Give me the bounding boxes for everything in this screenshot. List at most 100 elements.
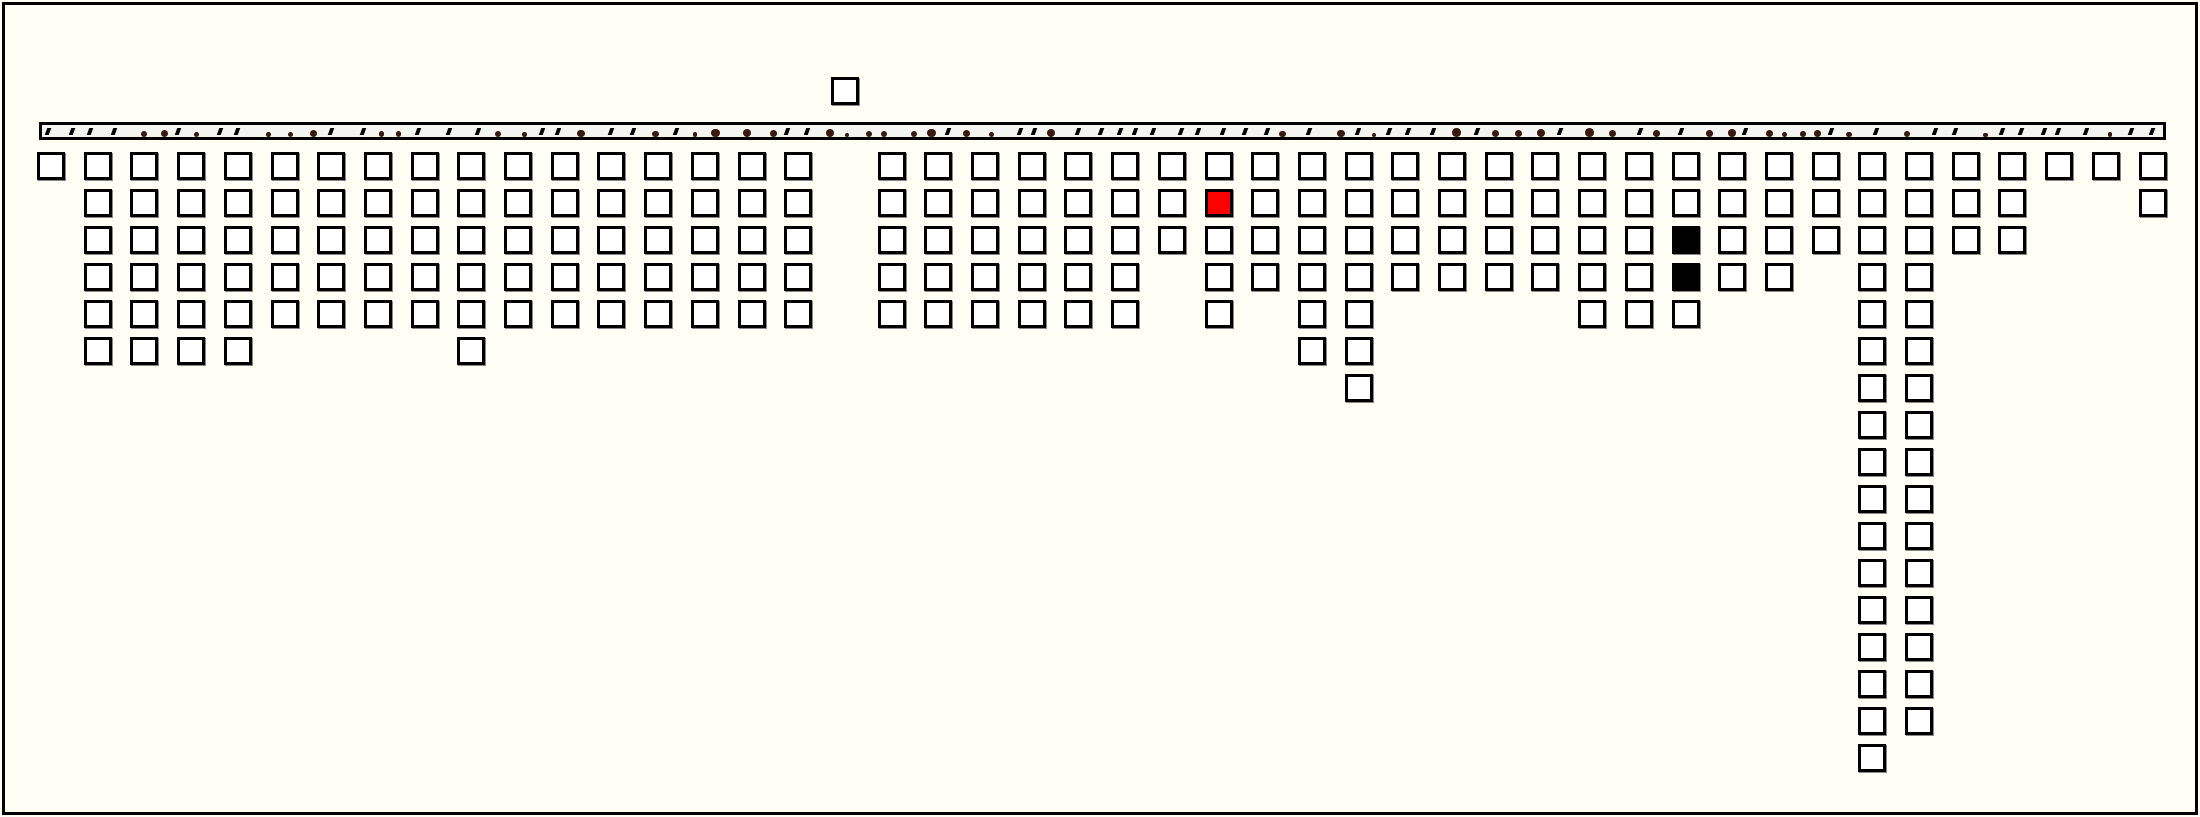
cell-empty[interactable] [1858, 226, 1887, 254]
cell-empty[interactable] [1811, 152, 1840, 180]
cell-empty[interactable] [2091, 152, 2120, 180]
cell-empty[interactable] [1204, 152, 1233, 180]
cell-empty[interactable] [1858, 152, 1887, 180]
cell-empty[interactable] [1718, 189, 1747, 217]
cell-empty[interactable] [971, 226, 999, 254]
cell-empty[interactable] [1858, 337, 1887, 365]
cell-empty[interactable] [597, 189, 626, 217]
cell-empty[interactable] [177, 189, 206, 217]
cell-empty[interactable] [1764, 263, 1793, 291]
cell-empty[interactable] [130, 263, 159, 291]
cell-empty[interactable] [644, 300, 673, 328]
cell-empty[interactable] [457, 263, 486, 291]
cell-empty[interactable] [363, 263, 392, 291]
cell-empty[interactable] [130, 337, 159, 365]
cell-empty[interactable] [130, 152, 159, 180]
cell-empty[interactable] [690, 226, 719, 254]
cell-empty[interactable] [1064, 152, 1093, 180]
cell-empty[interactable] [1811, 226, 1840, 254]
cell-empty[interactable] [1344, 337, 1373, 365]
cell-empty[interactable] [1624, 263, 1653, 291]
cell-empty[interactable] [1905, 226, 1933, 254]
cell-empty[interactable] [410, 263, 439, 291]
cell-empty[interactable] [83, 152, 112, 180]
cell-empty[interactable] [504, 226, 532, 254]
cell-empty[interactable] [737, 152, 766, 180]
cell-empty[interactable] [270, 263, 299, 291]
cell-empty[interactable] [971, 300, 999, 328]
cell-empty[interactable] [1531, 263, 1560, 291]
cell-empty[interactable] [1905, 152, 1933, 180]
cell-empty[interactable] [1858, 522, 1887, 550]
cell-empty[interactable] [1484, 152, 1513, 180]
cell-empty[interactable] [877, 226, 906, 254]
cell-empty[interactable] [223, 226, 252, 254]
cell-empty[interactable] [1251, 189, 1280, 217]
cell-empty[interactable] [1624, 189, 1653, 217]
cell-empty[interactable] [1951, 226, 1980, 254]
cell-empty[interactable] [1998, 152, 2027, 180]
cell-empty[interactable] [1905, 189, 1933, 217]
cell-empty[interactable] [1905, 707, 1933, 735]
cell-empty[interactable] [1811, 189, 1840, 217]
cell-empty[interactable] [1718, 152, 1747, 180]
cell-empty[interactable] [1858, 596, 1887, 624]
cell-empty[interactable] [1111, 189, 1140, 217]
cell-empty[interactable] [1858, 300, 1887, 328]
cell-empty[interactable] [550, 226, 579, 254]
cell-empty[interactable] [1391, 189, 1420, 217]
cell-empty[interactable] [1111, 226, 1140, 254]
floating-cell[interactable] [831, 77, 859, 105]
cell-empty[interactable] [1718, 263, 1747, 291]
cell-empty[interactable] [737, 226, 766, 254]
cell-empty[interactable] [363, 152, 392, 180]
cell-empty[interactable] [1905, 559, 1933, 587]
cell-empty[interactable] [690, 300, 719, 328]
cell-empty[interactable] [363, 189, 392, 217]
cell-empty[interactable] [1671, 152, 1700, 180]
cell-empty[interactable] [1204, 226, 1233, 254]
cell-empty[interactable] [924, 152, 953, 180]
cell-empty[interactable] [1484, 189, 1513, 217]
cell-empty[interactable] [363, 300, 392, 328]
cell-empty[interactable] [1624, 152, 1653, 180]
cell-empty[interactable] [270, 152, 299, 180]
cell-empty[interactable] [1858, 670, 1887, 698]
cell-empty[interactable] [1905, 263, 1933, 291]
cell-empty[interactable] [177, 300, 206, 328]
cell-empty[interactable] [317, 300, 346, 328]
cell-empty[interactable] [971, 189, 999, 217]
cell-empty[interactable] [1251, 226, 1280, 254]
cell-empty[interactable] [1578, 263, 1607, 291]
cell-empty[interactable] [457, 337, 486, 365]
cell-empty[interactable] [1438, 226, 1466, 254]
cell-empty[interactable] [1204, 263, 1233, 291]
cell-empty[interactable] [1905, 448, 1933, 476]
cell-empty[interactable] [1297, 300, 1326, 328]
cell-empty[interactable] [1438, 152, 1466, 180]
cell-empty[interactable] [1344, 189, 1373, 217]
cell-empty[interactable] [1858, 189, 1887, 217]
cell-empty[interactable] [1344, 374, 1373, 402]
cell-empty[interactable] [924, 263, 953, 291]
cell-empty[interactable] [410, 189, 439, 217]
cell-empty[interactable] [1905, 485, 1933, 513]
cell-empty[interactable] [1578, 300, 1607, 328]
cell-empty[interactable] [1438, 189, 1466, 217]
cell-black[interactable] [1671, 226, 1700, 254]
cell-empty[interactable] [1111, 152, 1140, 180]
cell-empty[interactable] [1858, 559, 1887, 587]
cell-empty[interactable] [784, 189, 813, 217]
cell-empty[interactable] [1764, 189, 1793, 217]
cell-empty[interactable] [1157, 189, 1186, 217]
cell-empty[interactable] [1858, 485, 1887, 513]
cell-empty[interactable] [1905, 411, 1933, 439]
cell-empty[interactable] [317, 152, 346, 180]
cell-empty[interactable] [1624, 226, 1653, 254]
cell-empty[interactable] [83, 189, 112, 217]
cell-empty[interactable] [550, 300, 579, 328]
cell-empty[interactable] [1858, 263, 1887, 291]
cell-empty[interactable] [1064, 189, 1093, 217]
cell-empty[interactable] [1017, 300, 1046, 328]
cell-empty[interactable] [2138, 189, 2167, 217]
